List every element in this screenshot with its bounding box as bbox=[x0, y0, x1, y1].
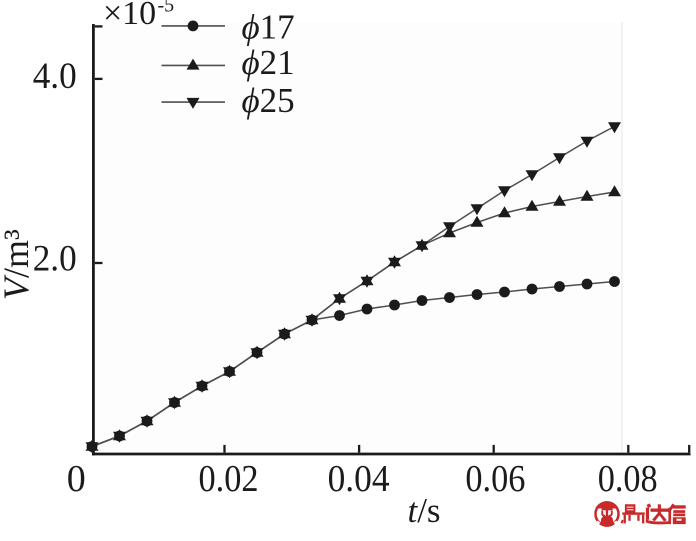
svg-text:0.06: 0.06 bbox=[465, 458, 525, 500]
svg-text:0.08: 0.08 bbox=[598, 458, 658, 500]
svg-text:2.0: 2.0 bbox=[33, 238, 77, 279]
svg-text:ϕ17: ϕ17 bbox=[242, 7, 295, 46]
svg-text:×10: ×10 bbox=[103, 0, 156, 32]
svg-text:t/s: t/s bbox=[407, 491, 440, 530]
svg-text:V/m³: V/m³ bbox=[0, 229, 36, 300]
svg-text:0.02: 0.02 bbox=[199, 458, 259, 500]
svg-text:-5: -5 bbox=[158, 0, 175, 17]
svg-text:4.0: 4.0 bbox=[33, 56, 77, 97]
svg-text:0.04: 0.04 bbox=[328, 458, 390, 500]
svg-text:0: 0 bbox=[67, 458, 86, 500]
svg-text:ϕ25: ϕ25 bbox=[242, 81, 295, 120]
svg-text:ϕ21: ϕ21 bbox=[242, 43, 295, 82]
